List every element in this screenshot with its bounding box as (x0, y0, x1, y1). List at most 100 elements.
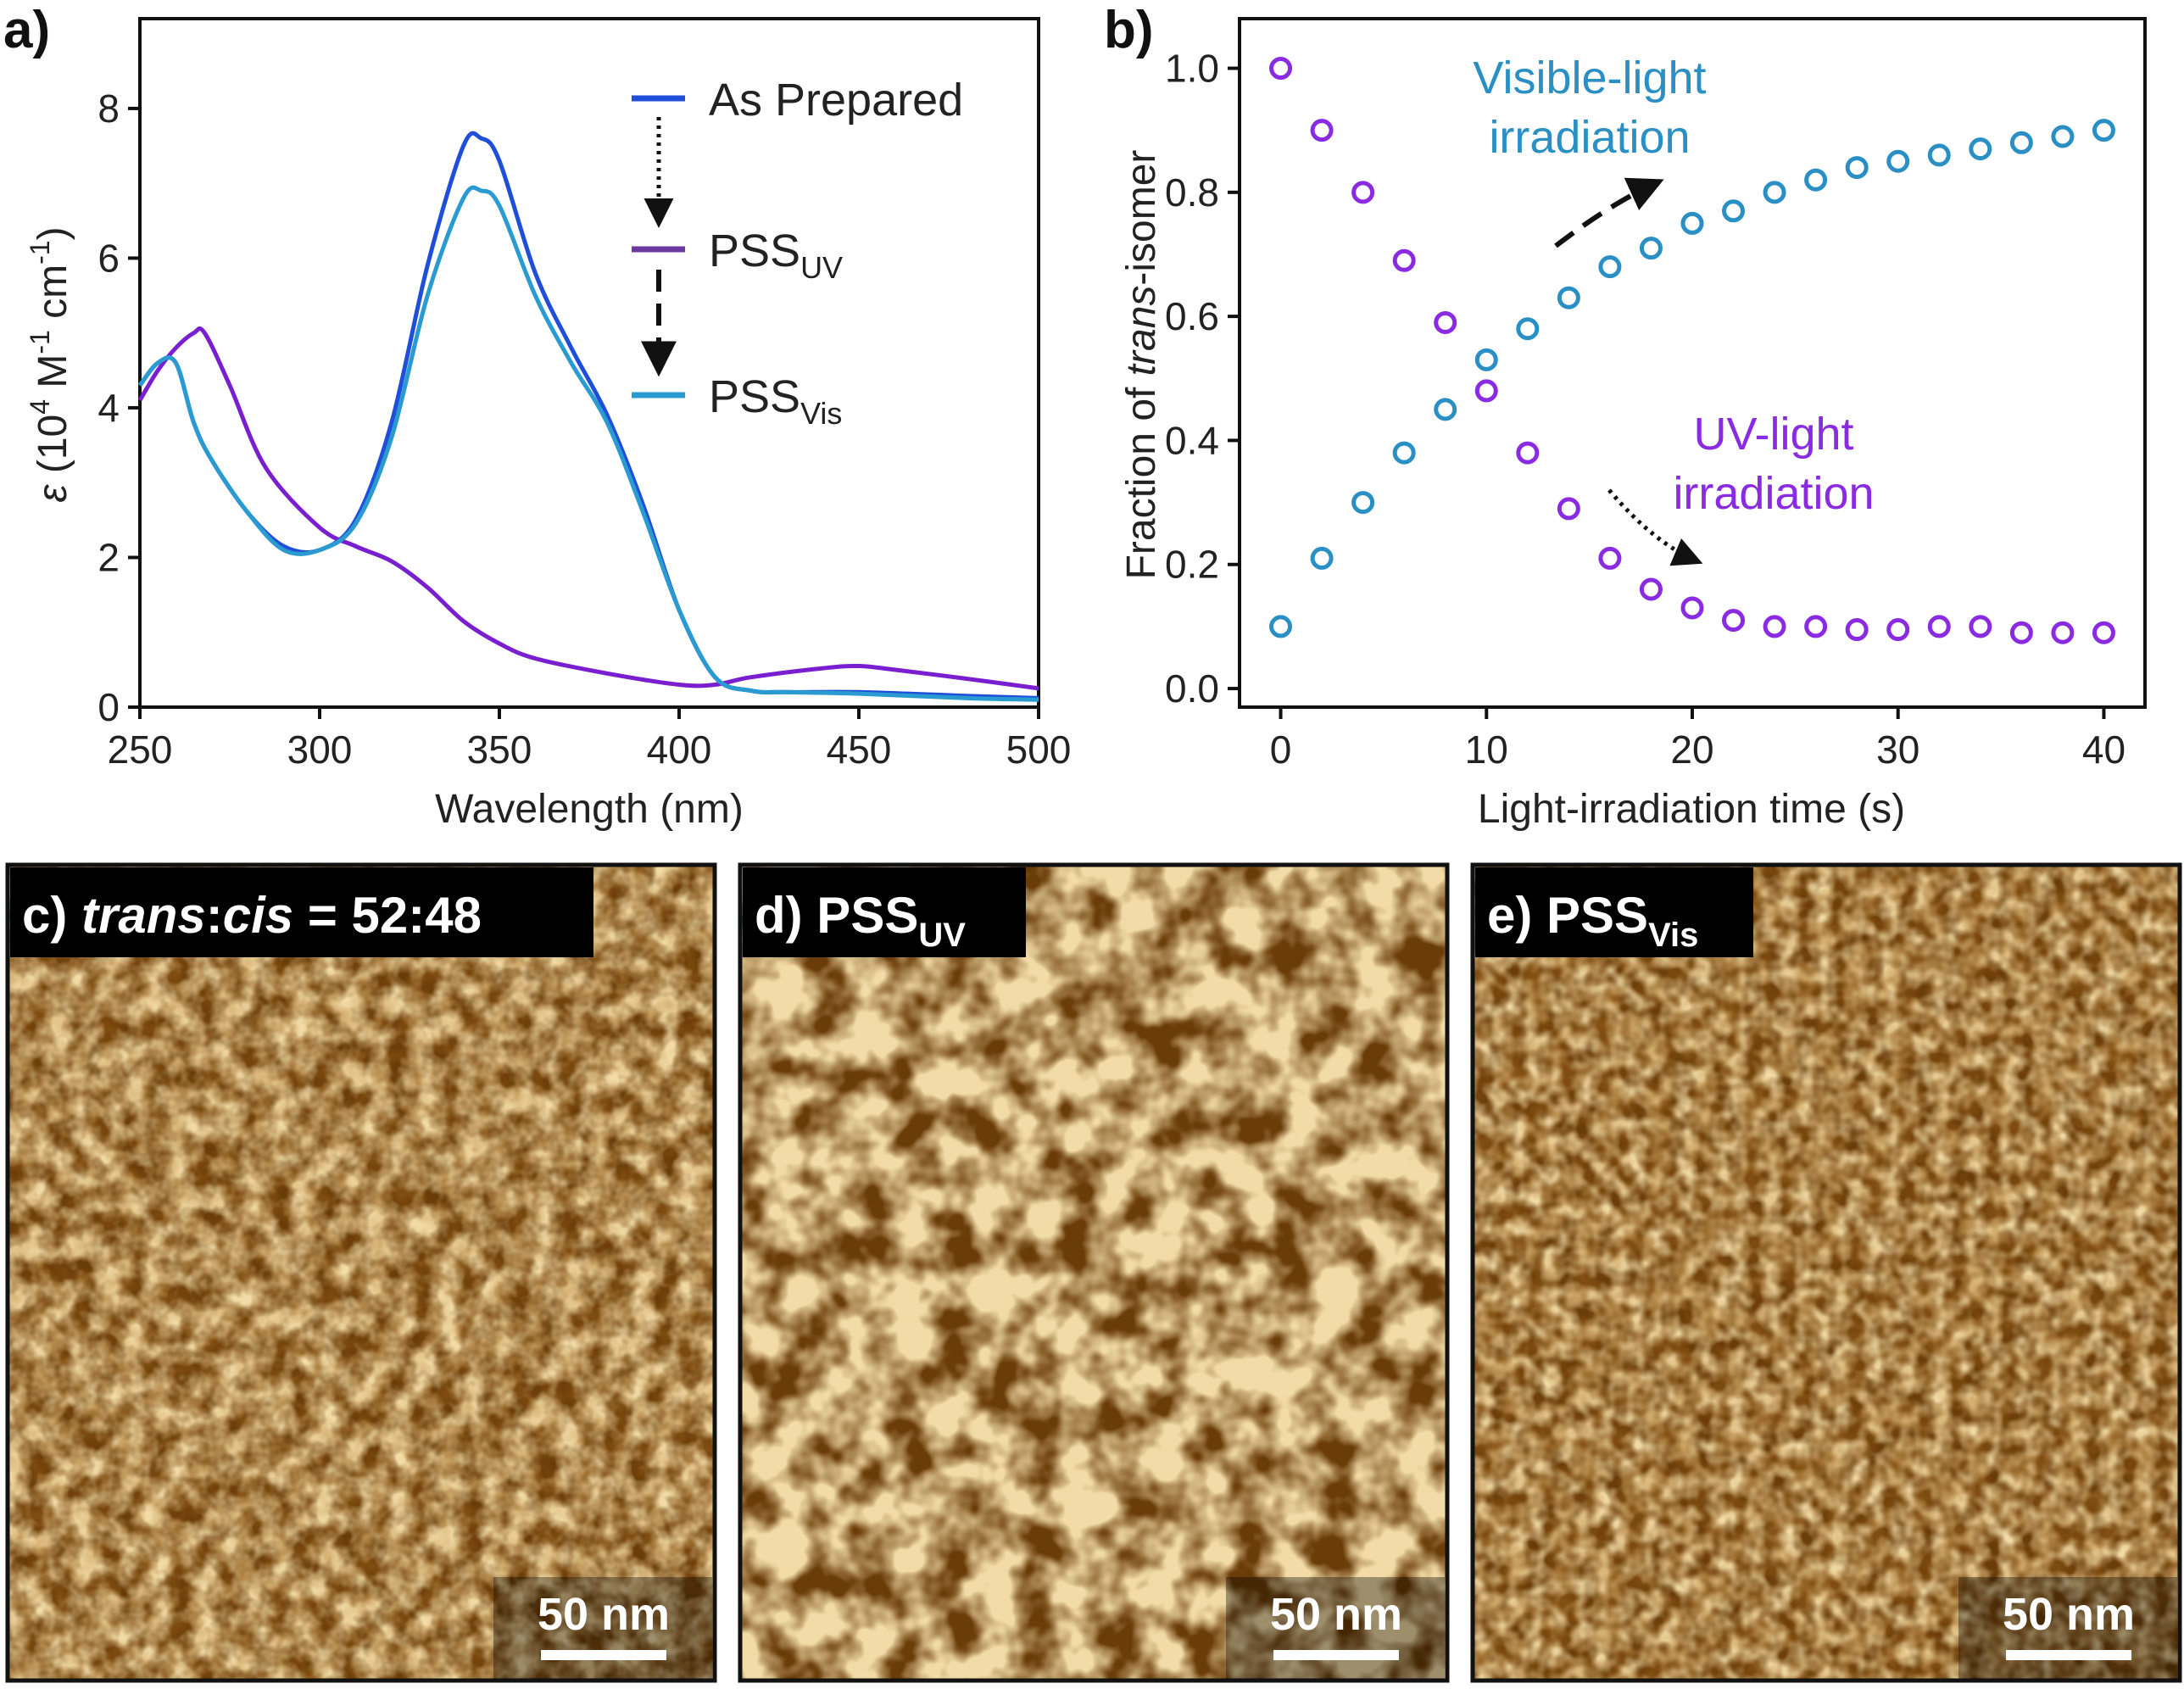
panel-b-label: b) (1104, 1, 1154, 59)
y-label-exp-m1b: -1 (25, 240, 55, 264)
panel-c-label-bg (10, 867, 593, 957)
uv-data-point (1557, 497, 1580, 521)
panel-d-label: d) PSSUV (755, 887, 966, 954)
vis-data-point (1639, 237, 1663, 260)
b-ylabel-pre: Fraction of (1119, 376, 1164, 579)
y-tick-label: 0.2 (1165, 543, 1219, 587)
panel-a-label: a) (3, 1, 50, 59)
annotation-arrow-dashed (1554, 177, 1664, 248)
scale-bar-d (1273, 1650, 1399, 1660)
vis-data-point (1516, 317, 1540, 341)
series-pss-vis-line (137, 185, 1039, 702)
panel-b-kinetics-chart: b) 0 10 20 30 40 0.0 0.2 0.4 0.6 0.8 1.0 Light-ir… (1104, 1, 2147, 832)
x-tick-label: 10 (1465, 727, 1508, 772)
x-tick-label: 20 (1670, 727, 1713, 772)
c-cis: cis (223, 887, 293, 944)
c-ratio: = 52:48 (293, 887, 482, 944)
b-ylabel-italic: trans (1119, 286, 1164, 376)
y-tick-label: 0.0 (1165, 666, 1219, 711)
d-main: d) PSS (755, 887, 918, 944)
uv-data-point (2051, 621, 2075, 644)
panel-a-plot-frame (138, 17, 1040, 709)
vis-data-point (1722, 199, 1746, 223)
y-label-exp4: 4 (25, 399, 55, 415)
b-ylabel-post: -isomer (1119, 150, 1164, 286)
x-tick-label: 450 (827, 727, 892, 772)
uv-data-point (1927, 615, 1951, 638)
scale-bar-e (2006, 1650, 2131, 1660)
scale-bar-c (541, 1650, 666, 1660)
y-tick-label: 0.8 (1165, 170, 1219, 215)
annotation-arrow-dotted (1607, 488, 1703, 566)
uv-data-point (2092, 621, 2115, 644)
uv-data-point (1845, 618, 1869, 642)
vis-data-point (1557, 286, 1580, 309)
annotation-uv-line1: UV-light (1693, 409, 1853, 460)
x-tick-label: 0 (1270, 727, 1292, 772)
panel-a-legend: As Prepared PSSUV PSSVis (632, 75, 963, 431)
uv-data-point (1434, 310, 1457, 334)
vis-data-point (1598, 255, 1622, 279)
uv-data-point (1804, 615, 1828, 638)
uv-data-point (1269, 57, 1293, 81)
uv-data-point (1639, 577, 1663, 601)
panel-a-y-axis-label: ε (104 M-1 cm-1) (25, 226, 75, 502)
vis-data-point (2009, 131, 2033, 154)
uv-data-point (1598, 546, 1622, 570)
x-tick-label: 300 (287, 727, 353, 772)
y-label-epsilon: ε (31, 484, 75, 503)
scale-c-bg (493, 1577, 712, 1679)
y-label-m: M (31, 354, 75, 399)
uv-data-point (1351, 181, 1375, 204)
annotation-visible-line1: Visible-light (1473, 53, 1706, 103)
y-tick-label: 2 (98, 535, 120, 579)
c-colon: : (206, 887, 223, 944)
panel-c-afm-image: c) trans:cis = 52:48 50 nm (5, 862, 717, 1683)
y-tick-label: 6 (98, 236, 120, 280)
panel-a-x-ticks: 250 300 350 400 450 500 (108, 707, 1071, 772)
panel-b-x-axis-label: Light-irradiation time (s) (1478, 787, 1905, 832)
afm-e-frame (1470, 862, 2182, 1683)
panel-a-absorption-chart: a) 250 300 350 400 450 500 0 2 4 6 8 Wavelength (… (3, 1, 1071, 832)
y-label-cm: cm (31, 265, 75, 330)
vis-data-point (1804, 168, 1828, 192)
vis-data-point (1310, 546, 1334, 570)
x-tick-label: 30 (1876, 727, 1919, 772)
panel-d-afm-image: d) PSSUV 50 nm (738, 862, 1450, 1683)
panel-c-label: c) trans:cis = 52:48 (22, 887, 482, 944)
uv-data-point (1886, 618, 1910, 642)
vis-data-point (2051, 125, 2075, 148)
scale-bar-d-label: 50 nm (1270, 1589, 1402, 1640)
y-tick-label: 0.4 (1165, 418, 1219, 462)
afm-d-texture (740, 865, 1447, 1681)
legend-label-pss-vis: PSSVis (709, 371, 842, 431)
panel-b-y-ticks: 0.0 0.2 0.4 0.6 0.8 1.0 (1165, 47, 1240, 711)
panel-a-y-ticks: 0 2 4 6 8 (98, 86, 140, 729)
d-sub: UV (918, 917, 966, 954)
scale-bar-c-label: 50 nm (538, 1589, 670, 1640)
legend-pss-uv-main: PSS (709, 226, 800, 276)
uv-data-point (1722, 609, 1746, 633)
afm-c-detail (8, 865, 715, 1681)
series-as-prepared-line (137, 131, 1039, 700)
uv-data-point (1680, 596, 1704, 620)
scale-d-bg (1226, 1577, 1445, 1679)
panel-e-label: e) PSSVis (1487, 887, 1698, 954)
e-sub: Vis (1648, 917, 1698, 954)
panel-e-label-bg (1475, 867, 1753, 957)
y-tick-label: 1.0 (1165, 47, 1219, 91)
y-tick-label: 0.6 (1165, 294, 1219, 338)
x-tick-label: 40 (2082, 727, 2126, 772)
uv-data-point (1969, 615, 1992, 638)
uv-data-point (1516, 441, 1540, 465)
afm-d-frame (738, 862, 1450, 1683)
vis-data-point (1434, 398, 1457, 421)
c-trans: trans (81, 887, 206, 944)
y-label-close: ) (31, 226, 75, 240)
vis-data-point (2092, 119, 2115, 142)
panel-a-series (137, 131, 1039, 702)
panel-b-x-ticks: 0 10 20 30 40 (1270, 707, 2126, 772)
scale-e-bg (1958, 1577, 2177, 1679)
scale-bar-e-label: 50 nm (2003, 1589, 2135, 1640)
